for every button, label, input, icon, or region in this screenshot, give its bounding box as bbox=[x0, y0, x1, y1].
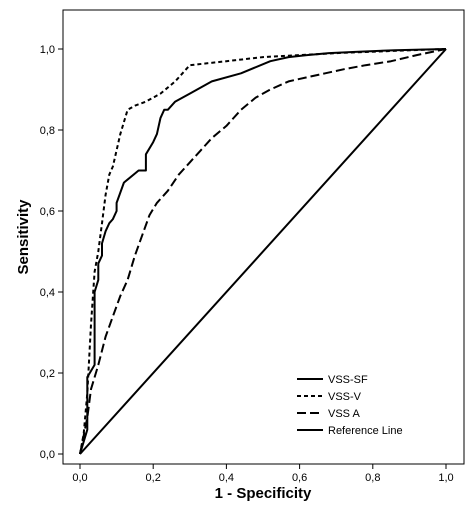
legend-label-vss-v: VSS-V bbox=[328, 391, 362, 403]
legend-label-reference-line: Reference Line bbox=[328, 425, 403, 437]
series-line-vss-sf bbox=[79, 48, 447, 455]
y-axis-title: Sensitivity bbox=[15, 199, 32, 275]
y-tick-label: 0,6 bbox=[40, 206, 55, 218]
series-line-vss-v bbox=[79, 48, 447, 455]
x-tick-label: 0,0 bbox=[72, 472, 87, 484]
x-tick-label: 0,8 bbox=[365, 472, 380, 484]
x-tick-label: 1,0 bbox=[438, 472, 453, 484]
x-tick-label: 0,4 bbox=[219, 472, 234, 484]
x-tick-label: 0,6 bbox=[292, 472, 307, 484]
legend: VSS-SF VSS-V VSS A Reference Line bbox=[297, 374, 403, 437]
series-line-vss-a bbox=[79, 48, 447, 455]
y-tick-label: 0,8 bbox=[40, 125, 55, 137]
series-line-reference-line bbox=[79, 48, 447, 455]
series-layer bbox=[79, 48, 447, 455]
x-tick-label: 0,2 bbox=[146, 472, 161, 484]
y-tick-label: 1,0 bbox=[40, 44, 55, 56]
plot-area-frame bbox=[62, 9, 465, 465]
ticks-layer: 0,0 0,2 0,4 0,6 0,8 1,0 0,0 0,2 0,4 0,6 0,8 1,0 bbox=[40, 44, 454, 484]
y-tick-label: 0,2 bbox=[40, 368, 55, 380]
legend-label-vss-a: VSS A bbox=[328, 408, 360, 420]
legend-label-vss-sf: VSS-SF bbox=[328, 374, 368, 386]
y-tick-label: 0,0 bbox=[40, 449, 55, 461]
x-axis-title: 1 - Specificity bbox=[215, 485, 312, 502]
y-tick-label: 0,4 bbox=[40, 287, 55, 299]
